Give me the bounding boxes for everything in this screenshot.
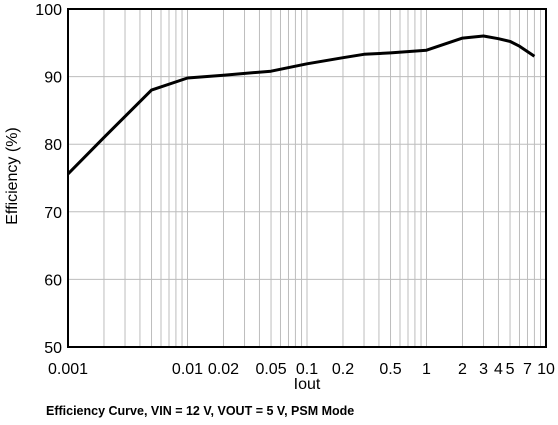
x-tick-label: 0.05: [255, 361, 286, 378]
x-tick-label: 1: [422, 361, 431, 378]
x-tick-label: 4: [494, 361, 503, 378]
plot-frame: [67, 8, 547, 348]
x-tick-label: 5: [506, 361, 515, 378]
x-tick-label: 0.5: [379, 361, 401, 378]
x-tick-label: 10: [537, 361, 555, 378]
efficiency-line: [66, 34, 536, 175]
grid-lines: [68, 9, 546, 347]
x-tick-label: 0.01: [172, 361, 203, 378]
y-tick-label: 50: [44, 340, 62, 357]
x-tick-label: 3: [479, 361, 488, 378]
x-tick-label: 0.02: [208, 361, 239, 378]
y-tick-label: 60: [44, 272, 62, 289]
y-tick-label: 70: [44, 205, 62, 222]
y-tick-label: 80: [44, 137, 62, 154]
x-tick-label: 7: [523, 361, 532, 378]
y-tick-label: 90: [44, 70, 62, 87]
x-tick-label: 2: [458, 361, 467, 378]
x-axis-label: Iout: [294, 376, 321, 393]
x-tick-labels: 0.001 0.01 0.02 0.05 0.1 0.2 0.5 1 2 3 4 5 7 10: [48, 361, 555, 378]
x-tick-label: 0.1: [296, 361, 318, 378]
y-axis-label: Efficiency (%): [4, 127, 21, 225]
x-tick-label: 0.2: [332, 361, 354, 378]
y-tick-labels: 50 60 70 80 90 100: [35, 2, 62, 357]
chart-title: Efficiency Curve, VIN = 12 V, VOUT = 5 V…: [46, 404, 355, 418]
y-tick-label: 100: [35, 2, 62, 19]
x-tick-label: 0.001: [48, 361, 88, 378]
